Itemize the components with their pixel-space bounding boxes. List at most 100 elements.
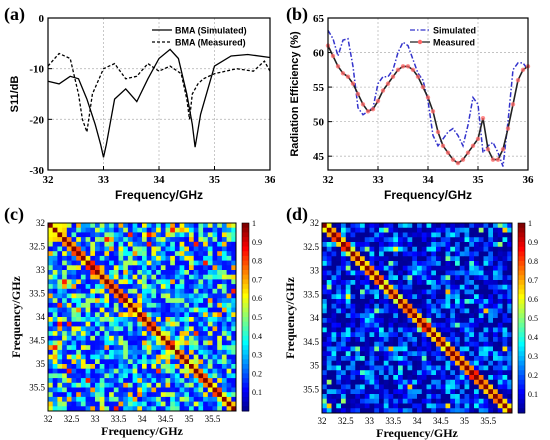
chart-d-cell: [379, 275, 385, 281]
chart-c-cell: [48, 359, 54, 365]
chart-c-cell: [76, 298, 82, 304]
chart-c-cell: [48, 382, 54, 388]
chart-d-cell: [364, 408, 370, 414]
chart-c-cell: [71, 298, 77, 304]
chart-c-cell: [71, 382, 77, 388]
chart-d-cell: [507, 341, 513, 347]
chart-d-cell: [421, 227, 427, 233]
chart-c-cell: [48, 265, 54, 271]
chart-d-cell: [497, 251, 503, 257]
chart-c-cell: [146, 340, 152, 346]
chart-c-cell: [57, 326, 63, 332]
chart-c-cell: [85, 251, 91, 257]
chart-d-cell: [336, 356, 342, 362]
chart-c-cell: [57, 227, 63, 233]
chart-d-cell: [469, 275, 475, 281]
chart-d-cell: [407, 398, 413, 404]
chart-c-cell: [193, 284, 199, 290]
chart-c-cell: [52, 406, 58, 412]
chart-d-cell: [322, 289, 328, 295]
chart-c-cell: [151, 331, 157, 337]
chart-c-cell: [66, 387, 72, 393]
chart-d-cell: [331, 327, 337, 333]
chart-c-cell: [226, 288, 232, 294]
chart-d-cell: [483, 318, 489, 324]
chart-d-cell: [478, 275, 484, 281]
chart-d-cell: [459, 246, 465, 252]
chart-d-cell: [364, 256, 370, 262]
chart-c-ytick-label: 34: [36, 312, 46, 322]
chart-d-cell: [322, 398, 328, 404]
chart-c-cell: [198, 378, 204, 384]
chart-d-cell: [469, 370, 475, 376]
chart-d-cell: [440, 232, 446, 238]
chart-c-cell: [85, 373, 91, 379]
chart-d-cell: [336, 384, 342, 390]
chart-d-cell: [502, 389, 508, 395]
chart-d-cell: [421, 332, 427, 338]
chart-d-cell: [483, 356, 489, 362]
chart-c-cell: [95, 387, 101, 393]
chart-d-cell: [431, 408, 437, 414]
chart-d-cell: [341, 370, 347, 376]
chart-d-cell: [331, 322, 337, 328]
chart-d-cell: [507, 280, 513, 286]
chart-d-cell: [345, 365, 351, 371]
chart-d-cell: [398, 242, 404, 248]
chart-d-cell: [398, 261, 404, 267]
chart-d-cell: [326, 332, 332, 338]
chart-c-cell: [217, 232, 223, 238]
chart-c-cell: [90, 354, 96, 360]
chart-c-cell: [57, 335, 63, 341]
chart-d-cell: [450, 251, 456, 257]
chart-d-colorbar-step: [518, 246, 525, 252]
chart-c-cell: [95, 335, 101, 341]
chart-c-cell: [198, 312, 204, 318]
chart-c-cell: [95, 265, 101, 271]
chart-d-cell: [507, 303, 513, 309]
chart-c-cell: [132, 279, 138, 285]
chart-d-cell: [331, 227, 337, 233]
chart-d-cell: [407, 370, 413, 376]
chart-d-cell: [469, 384, 475, 390]
chart-d-cell: [488, 360, 494, 366]
chart-d-cell: [426, 270, 432, 276]
chart-c-cell: [48, 288, 54, 294]
chart-d-cell: [345, 341, 351, 347]
chart-d-cell: [507, 346, 513, 352]
chart-c-cell: [189, 312, 195, 318]
chart-d-cell: [478, 337, 484, 343]
chart-c-cell: [104, 373, 110, 379]
chart-c-cell: [170, 396, 176, 402]
chart-d-colorbar-step: [518, 365, 525, 371]
chart-c-ytick-label: 35.5: [29, 383, 45, 393]
chart-d-cell: [417, 242, 423, 248]
chart-d-cell: [488, 232, 494, 238]
chart-c-cell: [132, 260, 138, 266]
panel-label-c: (c): [4, 204, 24, 224]
chart-d-cell: [412, 356, 418, 362]
chart-c-cell: [160, 288, 166, 294]
chart-d-cell: [502, 246, 508, 252]
chart-d-cell: [450, 379, 456, 385]
chart-c-cell: [207, 359, 213, 365]
chart-d-cell: [326, 346, 332, 352]
chart-c-cell: [146, 279, 152, 285]
chart-d-cell: [393, 232, 399, 238]
chart-b-series-1-point: [330, 53, 336, 59]
chart-c-cell: [132, 345, 138, 351]
chart-c-xtick-label: 33.5: [111, 414, 127, 424]
chart-c-cell: [189, 354, 195, 360]
chart-d-cell: [393, 351, 399, 357]
chart-d-cell: [398, 246, 404, 252]
chart-c-cell: [174, 260, 180, 266]
chart-d-cell: [374, 275, 380, 281]
chart-d-cell: [497, 299, 503, 305]
chart-c-colorbar-step: [242, 251, 249, 257]
chart-d-cell: [421, 337, 427, 343]
chart-d-cell: [393, 284, 399, 290]
chart-d-cell: [355, 394, 361, 400]
chart-d-cell: [455, 318, 461, 324]
chart-d-cell: [407, 261, 413, 267]
chart-d-cell: [412, 318, 418, 324]
